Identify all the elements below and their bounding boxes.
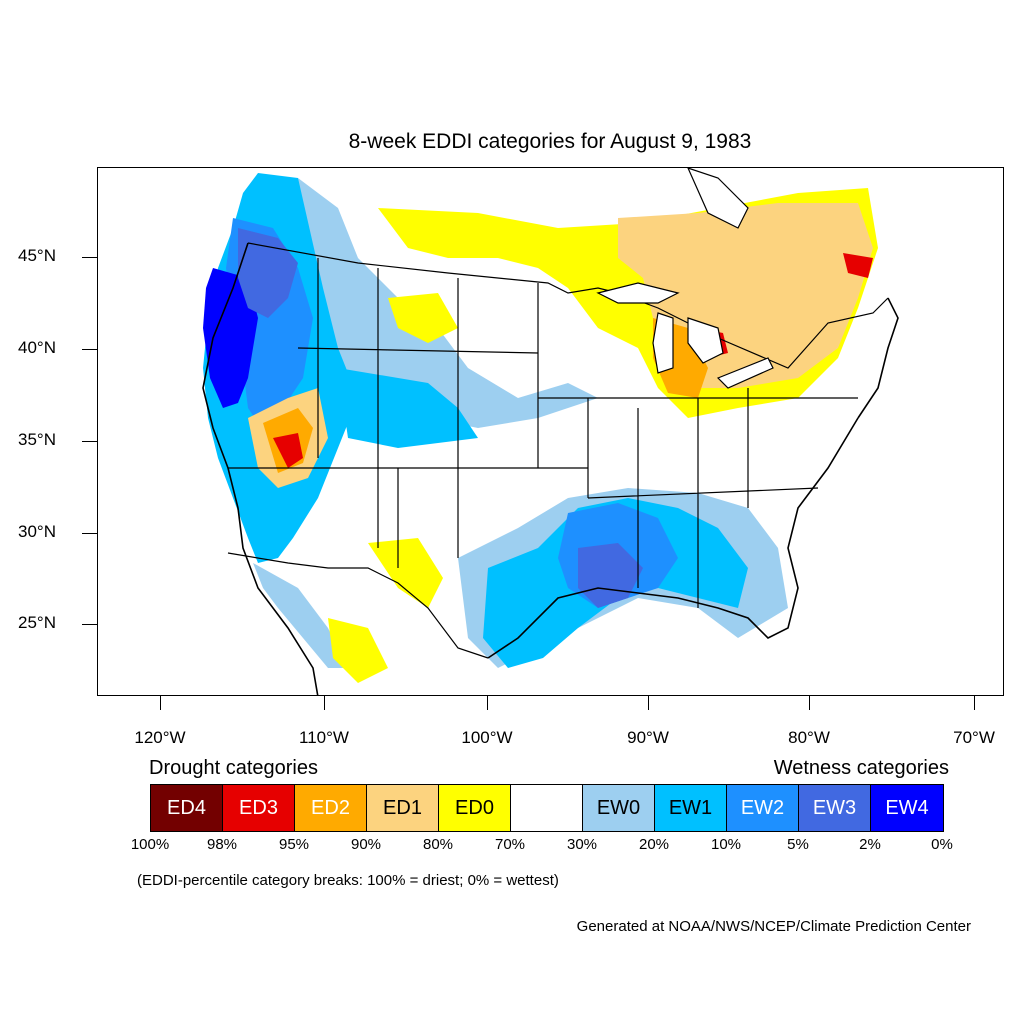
lon-label-100: 100°W (461, 728, 513, 747)
legend-box-ed0: ED0 (439, 785, 511, 831)
gulf-coastline (487, 417, 859, 659)
lon-tick-90 (648, 696, 649, 710)
lake-huron (687, 317, 724, 364)
legend-box-neutral (511, 785, 583, 831)
ew3-region-west (238, 228, 298, 318)
ew0-region-west (298, 178, 598, 428)
lat-label-35: 35°N (18, 430, 56, 449)
ew0-region-baja (253, 563, 348, 668)
lon-label-110: 110°W (299, 728, 349, 747)
ed0-spot-texas (368, 538, 443, 608)
state-lines-1 (228, 258, 858, 608)
legend-box-ed2: ED2 (295, 785, 367, 831)
west-coastline (202, 242, 319, 695)
lon-tick-70 (974, 696, 975, 710)
map-title: 8-week EDDI categories for August 9, 198… (348, 130, 752, 153)
lake-erie (716, 357, 774, 389)
legend-box-ed1: ED1 (367, 785, 439, 831)
legend-box-ed4: ED4 (151, 785, 223, 831)
map-panel (97, 167, 1004, 696)
lon-tick-100 (487, 696, 488, 710)
lat-tick-40 (82, 349, 97, 350)
legend-box-ed3: ED3 (223, 785, 295, 831)
percentile-label: 98% (206, 836, 238, 853)
lon-tick-80 (809, 696, 810, 710)
legend-box-ew1: EW1 (655, 785, 727, 831)
wetness-categories-heading: Wetness categories (773, 757, 949, 779)
lat-tick-30 (82, 533, 97, 534)
lake-michigan (652, 312, 674, 374)
lon-tick-110 (324, 696, 325, 710)
percentile-label: 30% (566, 836, 598, 853)
lat-label-40: 40°N (18, 338, 56, 357)
ew4-region-west (203, 268, 258, 408)
lat-tick-25 (82, 624, 97, 625)
percentile-label: 70% (494, 836, 526, 853)
ed3-spot-2 (843, 253, 873, 278)
percentile-label: 100% (130, 836, 170, 853)
ed0-spot-mexico (328, 618, 388, 683)
legend-color-bar: ED4 ED3 ED2 ED1 ED0 EW0 EW1 EW2 EW3 EW4 (150, 784, 944, 832)
ed0-spot-plains (388, 293, 458, 343)
percentile-label: 95% (278, 836, 310, 853)
percentile-label: 5% (787, 836, 809, 853)
lat-label-25: 25°N (18, 613, 56, 632)
lon-label-90: 90°W (627, 728, 669, 747)
eddi-map (202, 168, 899, 695)
lat-tick-35 (82, 441, 97, 442)
percentile-label: 10% (710, 836, 742, 853)
category-breaks-note: (EDDI-percentile category breaks: 100% =… (137, 872, 559, 889)
legend-box-ew2: EW2 (727, 785, 799, 831)
lake-superior (596, 282, 680, 304)
lon-label-80: 80°W (788, 728, 830, 747)
great-lakes (596, 168, 774, 389)
percentile-label: 90% (350, 836, 382, 853)
percentile-label: 20% (638, 836, 670, 853)
percentile-label: 80% (422, 836, 454, 853)
lat-label-45: 45°N (18, 246, 56, 265)
credit-line: Generated at NOAA/NWS/NCEP/Climate Predi… (576, 918, 971, 935)
hudson-bay-edge (687, 168, 749, 229)
lon-label-70: 70°W (953, 728, 995, 747)
legend-box-ew0: EW0 (583, 785, 655, 831)
percentile-label: 2% (859, 836, 881, 853)
east-coastline (857, 297, 899, 419)
lon-label-120: 120°W (134, 728, 186, 747)
legend-box-ew3: EW3 (799, 785, 871, 831)
ew1-region-colorado (338, 368, 478, 448)
lat-tick-45 (82, 257, 97, 258)
legend-box-ew4: EW4 (871, 785, 943, 831)
ed3-region-nevada (273, 433, 303, 468)
lat-label-30: 30°N (18, 522, 56, 541)
drought-categories-heading: Drought categories (149, 757, 318, 779)
us-mexico-border (227, 552, 489, 659)
percentile-label: 0% (931, 836, 953, 853)
lon-tick-120 (160, 696, 161, 710)
category-shading (203, 173, 878, 683)
